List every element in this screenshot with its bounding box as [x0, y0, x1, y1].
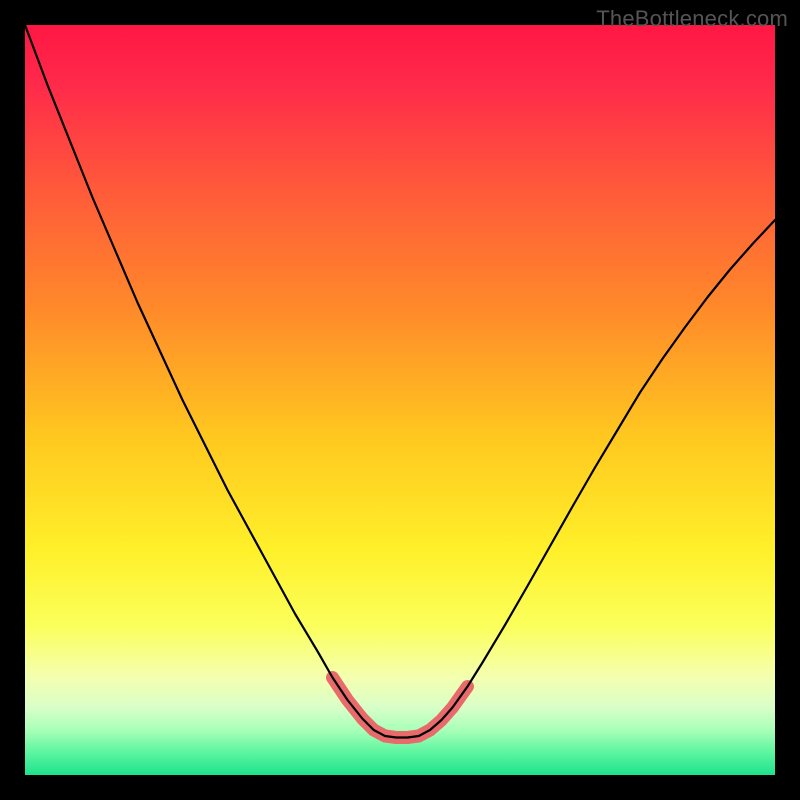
watermark-text: TheBottleneck.com — [596, 6, 788, 32]
bottleneck-chart — [0, 0, 800, 800]
